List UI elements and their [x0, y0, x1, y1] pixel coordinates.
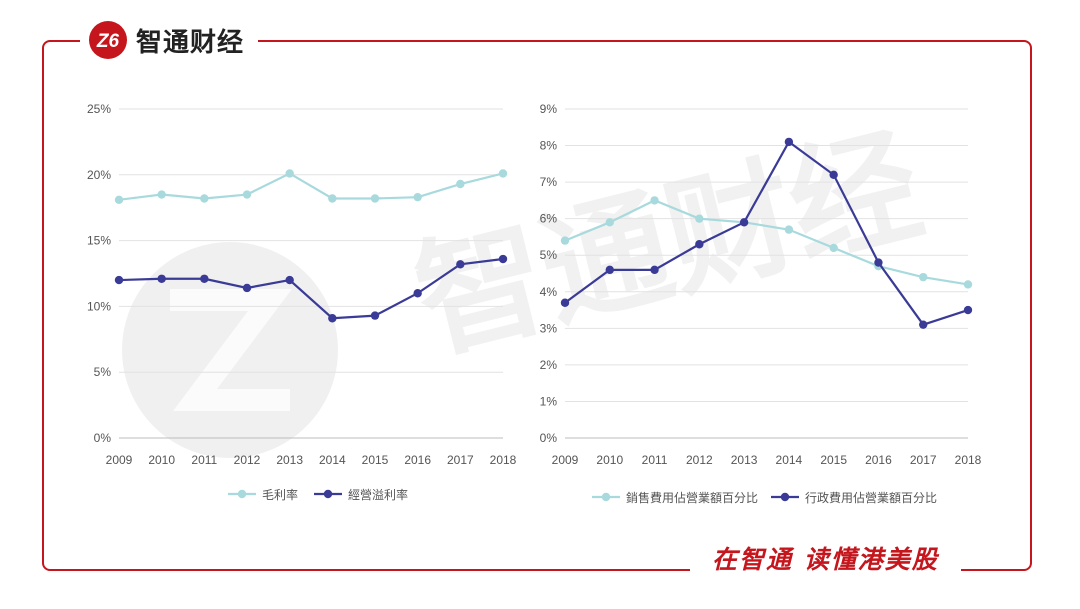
- data-point: [456, 260, 465, 269]
- legend-swatch-marker: [323, 489, 333, 499]
- data-point: [328, 314, 337, 323]
- data-point: [695, 214, 704, 223]
- data-point: [200, 194, 209, 203]
- data-point: [285, 169, 294, 178]
- data-point: [874, 258, 883, 267]
- x-tick-label: 2017: [447, 453, 474, 467]
- y-tick-label: 4%: [540, 285, 558, 299]
- legend-label: 行政費用佔營業額百分比: [805, 490, 937, 505]
- x-tick-label: 2009: [552, 453, 579, 467]
- x-tick-label: 2013: [731, 453, 758, 467]
- y-tick-label: 3%: [540, 321, 558, 335]
- data-point: [963, 305, 973, 315]
- brand-logo-icon: Z6: [89, 21, 127, 59]
- data-point: [695, 240, 704, 249]
- x-tick-label: 2016: [404, 453, 431, 467]
- x-tick-label: 2018: [490, 453, 517, 467]
- y-tick-label: 2%: [540, 358, 558, 372]
- legend-label: 經營溢利率: [348, 487, 408, 502]
- legend-swatch-marker: [237, 489, 247, 499]
- data-point: [456, 179, 465, 189]
- y-tick-label: 8%: [540, 139, 558, 153]
- x-tick-label: 2014: [319, 453, 346, 467]
- x-tick-label: 2012: [234, 453, 261, 467]
- x-tick-label: 2011: [191, 453, 217, 467]
- y-tick-label: 6%: [540, 212, 558, 226]
- data-point: [784, 225, 794, 234]
- y-tick-label: 25%: [87, 102, 111, 116]
- y-tick-label: 5%: [540, 248, 558, 262]
- x-tick-label: 2011: [642, 453, 668, 467]
- x-tick-label: 2013: [276, 453, 303, 467]
- data-point: [560, 236, 570, 245]
- data-point: [285, 275, 294, 285]
- y-tick-label: 10%: [87, 299, 111, 313]
- data-point: [200, 274, 209, 283]
- data-point: [157, 190, 166, 199]
- series-line: [118, 172, 504, 201]
- data-point: [829, 243, 838, 253]
- data-point: [413, 192, 422, 202]
- data-point: [242, 283, 252, 293]
- y-tick-label: 5%: [94, 365, 112, 379]
- brand-logo-text: Z6: [96, 31, 120, 52]
- data-point: [739, 218, 749, 227]
- x-tick-label: 2016: [865, 453, 892, 467]
- y-tick-label: 20%: [87, 168, 111, 182]
- data-point: [242, 190, 252, 199]
- data-point: [605, 265, 614, 275]
- data-point: [919, 320, 928, 329]
- data-point: [919, 272, 928, 282]
- data-point: [784, 137, 794, 147]
- y-tick-label: 0%: [94, 431, 112, 445]
- data-point: [114, 195, 124, 205]
- slogan: 在智通 读懂港美股: [690, 536, 961, 580]
- data-point: [498, 254, 508, 264]
- y-tick-label: 7%: [540, 175, 558, 189]
- brand-name: 智通财经: [136, 27, 245, 58]
- data-point: [370, 311, 380, 320]
- legend-label: 毛利率: [262, 487, 298, 502]
- series-line: [118, 257, 504, 320]
- brand-header: Z6 智通财经: [80, 16, 259, 64]
- legend-swatch-marker: [780, 492, 790, 502]
- series-line: [564, 140, 969, 326]
- legend-swatch-marker: [601, 492, 611, 502]
- x-tick-label: 2015: [820, 453, 847, 467]
- page-frame: [42, 40, 1032, 571]
- y-tick-label: 1%: [540, 394, 558, 408]
- x-tick-label: 2015: [362, 453, 389, 467]
- x-tick-label: 2014: [776, 453, 803, 467]
- data-point: [650, 196, 659, 205]
- series-line: [564, 199, 969, 286]
- y-tick-label: 9%: [540, 102, 558, 116]
- x-tick-label: 2009: [106, 453, 133, 467]
- data-point: [829, 170, 838, 179]
- data-point: [157, 274, 166, 283]
- data-point: [413, 289, 422, 298]
- x-tick-label: 2012: [686, 453, 713, 467]
- data-point: [114, 275, 124, 285]
- data-point: [328, 194, 337, 203]
- x-tick-label: 2010: [148, 453, 175, 467]
- y-tick-label: 0%: [540, 431, 558, 445]
- data-point: [370, 194, 380, 203]
- x-tick-label: 2017: [910, 453, 937, 467]
- data-point: [650, 265, 659, 275]
- y-tick-label: 15%: [87, 234, 111, 248]
- x-tick-label: 2018: [955, 453, 982, 467]
- data-point: [498, 169, 508, 178]
- data-point: [605, 218, 614, 227]
- x-tick-label: 2010: [596, 453, 623, 467]
- legend-label: 銷售費用佔營業額百分比: [626, 490, 758, 505]
- left-line-chart: 0% 5% 10% 15% 20% 25% 2009 2010 2011 2012 2013 2014…: [87, 102, 517, 502]
- data-point: [560, 298, 570, 307]
- data-point: [963, 280, 973, 289]
- right-line-chart: 0% 1% 2% 3% 4% 5% 6% 7% 8% 9% 2009 2010 2011 2012 2013…: [540, 102, 982, 505]
